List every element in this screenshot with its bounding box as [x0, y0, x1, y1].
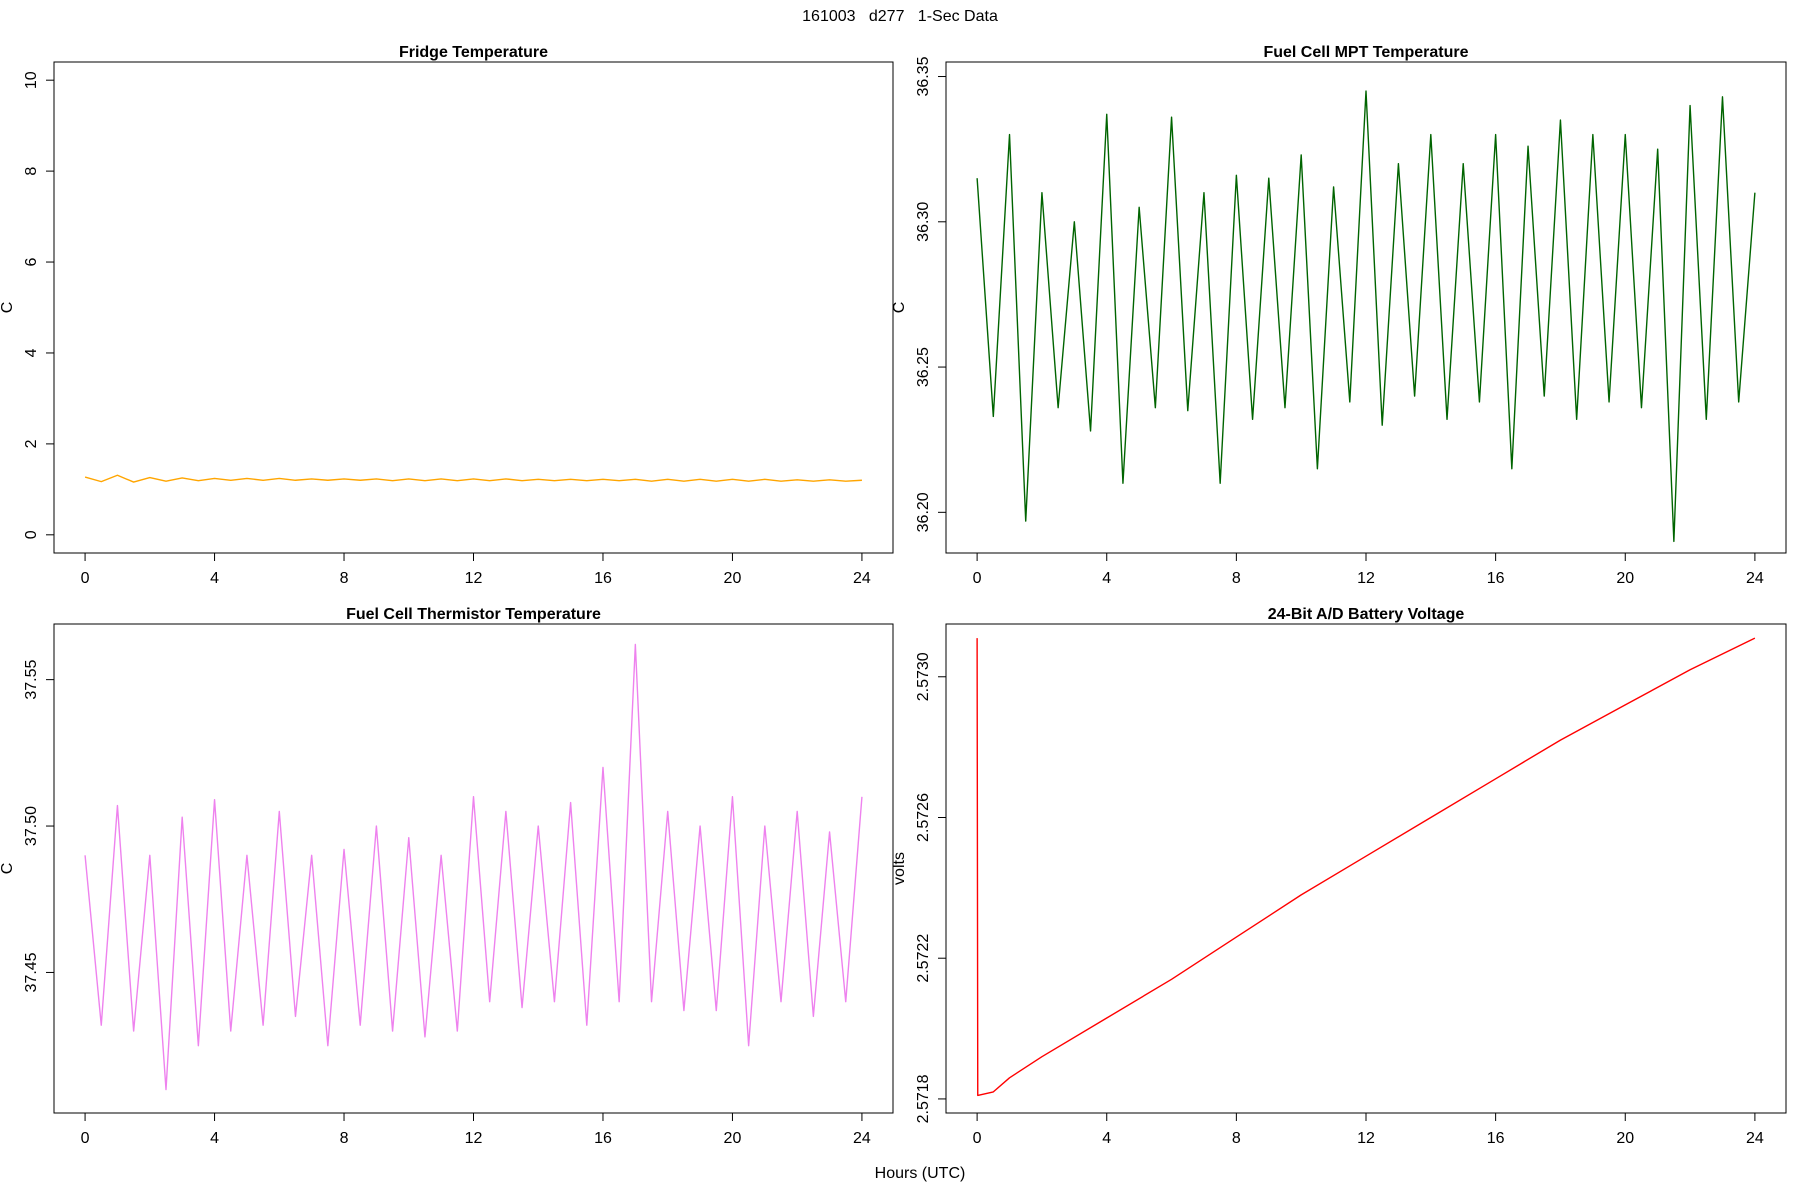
x-tick-label: 0: [973, 1130, 982, 1147]
x-tick-label: 4: [210, 1130, 219, 1147]
y-tick-label: 36.25: [915, 347, 932, 387]
x-tick-label: 20: [724, 570, 742, 587]
panel-title: Fuel Cell MPT Temperature: [1263, 44, 1468, 61]
x-tick-label: 12: [1357, 1130, 1375, 1147]
panel-title: Fuel Cell Thermistor Temperature: [346, 606, 601, 623]
y-tick-label: 4: [23, 348, 40, 357]
x-tick-label: 20: [1616, 1130, 1634, 1147]
x-tick-label: 4: [1102, 570, 1111, 587]
y-tick-label: 2: [23, 439, 40, 448]
data-line: [84, 643, 863, 1091]
x-tick-label: 8: [1232, 1130, 1241, 1147]
x-tick-label: 8: [340, 570, 349, 587]
y-tick-label: 37.50: [23, 806, 40, 846]
plot-frame: [53, 61, 894, 554]
y-tick-label: 37.55: [23, 660, 40, 700]
y-axis-label: C: [891, 302, 908, 314]
y-tick-label: 6: [23, 257, 40, 266]
y-tick-label: 2.5726: [915, 793, 932, 842]
y-tick-label: 37.45: [23, 952, 40, 992]
page-title: 161003 d277 1-Sec Data: [802, 8, 998, 25]
x-tick-label: 0: [973, 570, 982, 587]
panel-title: Fridge Temperature: [399, 44, 548, 61]
data-line: [976, 90, 1756, 543]
x-tick-label: 24: [1746, 570, 1764, 587]
y-tick-label: 2.5718: [915, 1074, 932, 1123]
x-tick-label: 0: [81, 1130, 90, 1147]
data-line: [976, 637, 1756, 1097]
x-tick-label: 20: [724, 1130, 742, 1147]
x-tick-label: 12: [465, 1130, 483, 1147]
panel-title: 24-Bit A/D Battery Voltage: [1268, 606, 1465, 623]
y-tick-label: 8: [23, 167, 40, 176]
x-tick-label: 4: [1102, 1130, 1111, 1147]
x-tick-label: 20: [1616, 570, 1634, 587]
y-tick-label: 10: [23, 71, 40, 89]
x-tick-label: 12: [465, 570, 483, 587]
x-tick-label: 24: [853, 1130, 871, 1147]
y-tick-label: 2.5730: [915, 652, 932, 701]
plot-frame: [945, 623, 1787, 1114]
x-tick-label: 24: [1746, 1130, 1764, 1147]
y-tick-label: 2.5722: [915, 934, 932, 983]
y-axis-label: volts: [891, 852, 908, 885]
x-tick-label: 16: [594, 570, 612, 587]
plot-frame: [945, 61, 1787, 554]
plot-frame: [53, 623, 894, 1114]
x-tick-label: 12: [1357, 570, 1375, 587]
x-tick-label: 4: [210, 570, 219, 587]
data-line: [84, 474, 862, 483]
y-tick-label: 0: [23, 530, 40, 539]
x-tick-label: 16: [1487, 570, 1505, 587]
y-axis-label: C: [0, 863, 16, 875]
y-tick-label: 36.35: [915, 56, 932, 96]
x-tick-label: 8: [340, 1130, 349, 1147]
x-tick-label: 8: [1232, 570, 1241, 587]
x-tick-label: 24: [853, 570, 871, 587]
x-tick-label: 0: [81, 570, 90, 587]
y-tick-label: 36.20: [915, 492, 932, 532]
x-tick-label: 16: [1487, 1130, 1505, 1147]
x-tick-label: 16: [594, 1130, 612, 1147]
y-tick-label: 36.30: [915, 202, 932, 242]
y-axis-label: C: [0, 302, 16, 314]
x-axis-label: Hours (UTC): [875, 1165, 966, 1182]
